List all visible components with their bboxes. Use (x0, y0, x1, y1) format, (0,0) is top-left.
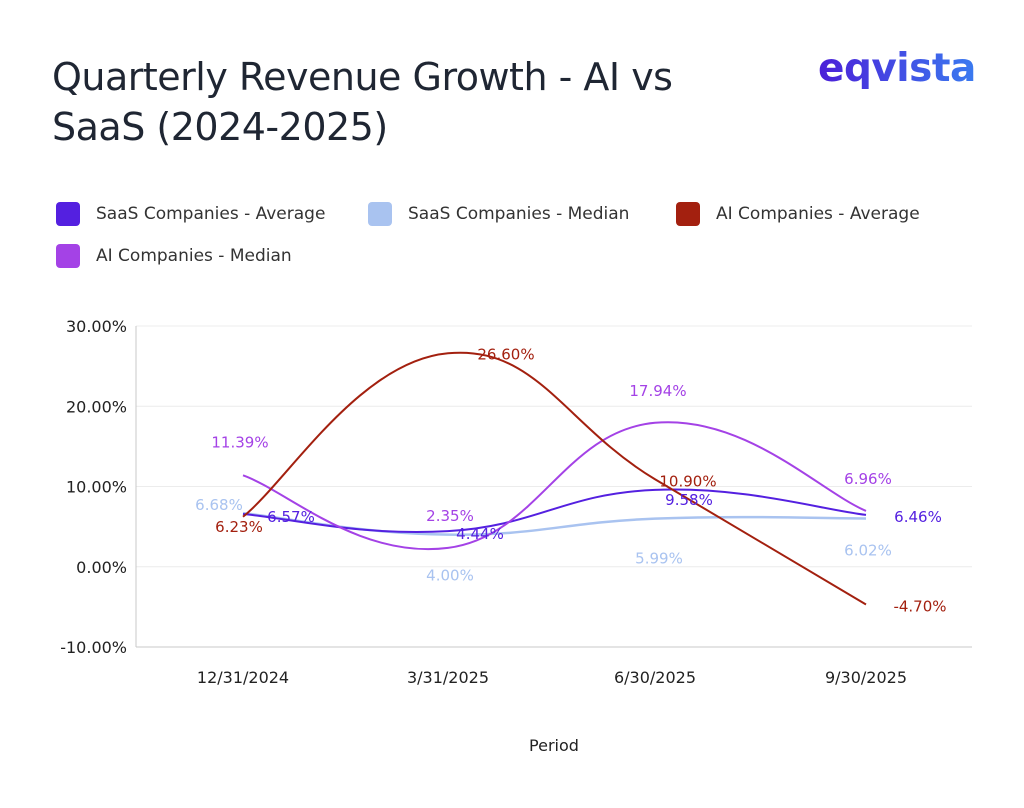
data-label: 6.96% (844, 470, 892, 488)
legend-swatch (56, 244, 80, 268)
data-label: 5.99% (635, 550, 683, 568)
data-label: 11.39% (211, 433, 268, 451)
data-label: -4.70% (893, 597, 946, 615)
series-line-saas-companies-average (242, 488, 867, 534)
data-label: 4.44% (456, 525, 504, 543)
legend-item-ai-average: AI Companies - Average (676, 202, 920, 226)
legend-swatch (368, 202, 392, 226)
x-tick-label: 9/30/2025 (825, 668, 907, 687)
legend-label: SaaS Companies - Average (96, 204, 326, 224)
data-label: 10.90% (659, 472, 716, 490)
x-tick-label: 6/30/2025 (614, 668, 696, 687)
data-label: 4.00% (426, 567, 474, 585)
legend-label: AI Companies - Average (716, 204, 920, 224)
series-line-saas-companies-median (242, 511, 867, 536)
data-label: 6.68% (195, 496, 243, 514)
legend-swatch (56, 202, 80, 226)
y-tick-label: 0.00% (76, 558, 127, 577)
data-label: 2.35% (426, 507, 474, 525)
series-line-ai-companies-median (242, 421, 867, 551)
legend-label: AI Companies - Median (96, 246, 292, 266)
data-label: 6.57% (267, 508, 315, 526)
series-line-ai-companies-average (242, 351, 867, 606)
data-label: 17.94% (629, 382, 686, 400)
data-label: 26.60% (477, 345, 534, 363)
y-tick-label: -10.00% (60, 638, 127, 657)
x-tick-label: 3/31/2025 (407, 668, 489, 687)
data-label: 6.23% (215, 518, 263, 536)
y-tick-label: 10.00% (66, 478, 127, 497)
legend-label: SaaS Companies - Median (408, 204, 630, 224)
x-axis-label: Period (529, 736, 579, 755)
data-label: 9.58% (665, 491, 713, 509)
legend-swatch (676, 202, 700, 226)
x-tick-label: 12/31/2024 (197, 668, 289, 687)
eqvista-logo: eqvista (818, 46, 976, 91)
y-tick-label: 20.00% (66, 397, 127, 416)
legend-item-saas-median: SaaS Companies - Median (368, 202, 629, 226)
legend-item-ai-median: AI Companies - Median (56, 244, 292, 268)
legend-item-saas-average: SaaS Companies - Average (56, 202, 325, 226)
data-label: 6.02% (844, 541, 892, 559)
chart-title: Quarterly Revenue Growth - AI vs SaaS (2… (52, 55, 673, 149)
data-label: 6.46% (894, 508, 942, 526)
y-tick-label: 30.00% (66, 317, 127, 336)
